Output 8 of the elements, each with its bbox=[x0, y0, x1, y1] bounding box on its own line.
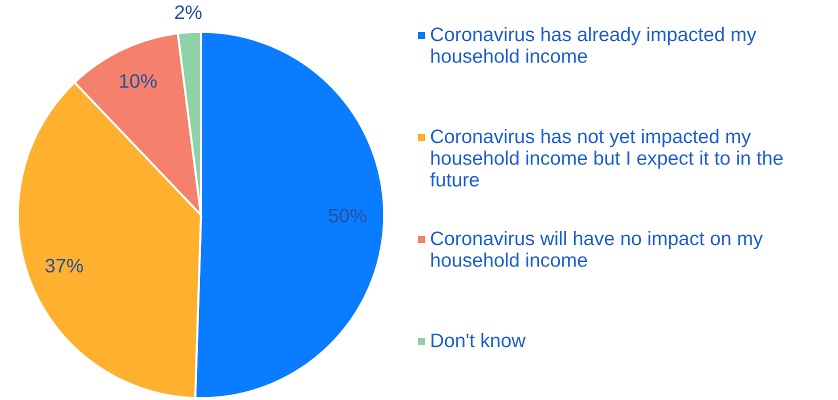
data-label: 37% bbox=[45, 258, 83, 273]
legend-label: Coronavirus has already impacted my household income bbox=[430, 27, 756, 63]
legend-label: Coronavirus has not yet impacted my household income but I expect it to in the future bbox=[430, 129, 783, 187]
data-label: 10% bbox=[120, 74, 157, 88]
data-label: 2% bbox=[175, 5, 202, 20]
legend-label: Coronavirus will have no impact on my household income bbox=[430, 231, 763, 267]
legend-label: Don't know bbox=[432, 333, 526, 348]
data-label: 50% bbox=[328, 208, 366, 223]
